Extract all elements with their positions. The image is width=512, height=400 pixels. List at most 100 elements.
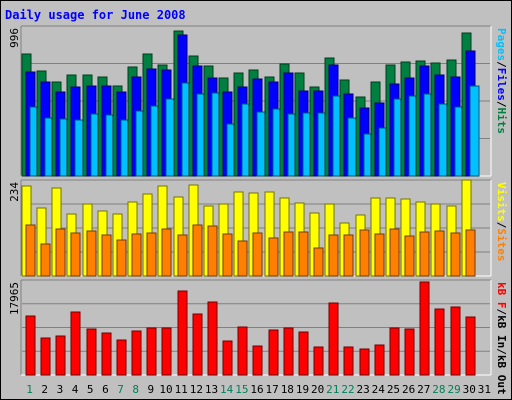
bar-kb-f xyxy=(161,327,172,376)
x-tick-label: 14 xyxy=(220,383,234,396)
x-tick-label: 18 xyxy=(281,383,294,396)
y-axis-label-part: Pages xyxy=(495,28,508,61)
bar-kb-f xyxy=(192,313,203,376)
x-tick-label: 19 xyxy=(296,383,309,396)
x-tick-label: 27 xyxy=(417,383,430,396)
x-tick-label: 13 xyxy=(205,383,218,396)
bar-sites xyxy=(313,247,324,277)
x-tick-label: 5 xyxy=(87,383,94,396)
panel-3: 17965 kB F/kB In/kB Out xyxy=(8,279,508,395)
bar-kb-f xyxy=(404,328,415,376)
bar-sites xyxy=(404,235,415,277)
bar-sites xyxy=(419,231,430,277)
bar-sites xyxy=(359,229,370,277)
y-axis-label: Pages/Files/Hits xyxy=(495,28,508,134)
bar-kb-f xyxy=(298,331,309,376)
bar-sites xyxy=(116,239,127,277)
x-tick-label: 29 xyxy=(447,383,460,396)
y-axis-label-part: / xyxy=(495,348,508,355)
bar-sites xyxy=(55,228,66,277)
bar-kb-f xyxy=(252,345,263,376)
bar-kb-f xyxy=(268,329,279,376)
bar-sites xyxy=(268,237,279,277)
bar-kb-f xyxy=(70,311,81,376)
x-tick-label: 15 xyxy=(235,383,248,396)
x-tick-label: 11 xyxy=(175,383,188,396)
x-tick-label: 26 xyxy=(402,383,415,396)
bar-sites xyxy=(40,243,51,277)
x-tick-label: 23 xyxy=(357,383,370,396)
bar-sites xyxy=(283,231,294,277)
x-tick-label: 28 xyxy=(432,383,445,396)
y-axis-label-part: kB Out xyxy=(495,355,508,395)
y-axis-label-part: kB F xyxy=(495,282,508,309)
bar-kb-f xyxy=(40,337,51,376)
bar-kb-f xyxy=(328,302,339,376)
bar-kb-f xyxy=(86,328,97,376)
bar-kb-f xyxy=(207,301,218,376)
x-tick-label: 16 xyxy=(250,383,263,396)
bar-kb-f xyxy=(131,330,142,376)
y-axis-label-part: / xyxy=(495,61,508,68)
chart-title: Daily usage for June 2008 xyxy=(5,8,186,22)
bar-sites xyxy=(101,234,112,277)
x-tick-label: 24 xyxy=(372,383,386,396)
x-tick-label: 10 xyxy=(159,383,172,396)
x-tick-label: 25 xyxy=(387,383,400,396)
x-tick-label: 3 xyxy=(57,383,64,396)
bar-kb-f xyxy=(374,344,385,376)
bar-pages xyxy=(469,85,480,177)
x-tick-label: 4 xyxy=(72,383,79,396)
bar-sites xyxy=(434,230,445,277)
bar-sites xyxy=(25,224,36,277)
y-axis-label-part: Hits xyxy=(495,108,508,135)
bar-kb-f xyxy=(313,346,324,376)
x-tick-label: 7 xyxy=(117,383,124,396)
bar-kb-f xyxy=(116,339,127,376)
x-axis-tick-labels: 1 2 3 4 5 6 7 8 9 10 11 12 13 14 15 16 17 18 19 20 21 22 23 24 2… xyxy=(26,383,491,396)
bar-sites xyxy=(298,231,309,277)
bar-kb-f xyxy=(450,306,461,376)
x-tick-label: 2 xyxy=(41,383,48,396)
x-tick-label: 31 xyxy=(478,383,491,396)
x-tick-label: 21 xyxy=(326,383,339,396)
bar-kb-f xyxy=(55,335,66,376)
bar-kb-f xyxy=(237,326,248,376)
bar-sites xyxy=(177,234,188,277)
bar-sites xyxy=(328,234,339,277)
x-tick-label: 8 xyxy=(132,383,139,396)
bar-sites xyxy=(252,232,263,277)
bar-kb-f xyxy=(25,315,36,376)
bar-sites xyxy=(237,240,248,277)
y-axis-label: kB F/kB In/kB Out xyxy=(495,282,508,395)
bar-sites xyxy=(374,233,385,277)
bar-kb-f xyxy=(283,327,294,376)
bar-sites xyxy=(207,225,218,277)
x-tick-label: 1 xyxy=(26,383,33,396)
y-axis-label-part: / xyxy=(495,222,508,229)
y-axis-label-part: Visits xyxy=(495,182,508,222)
bar-sites xyxy=(131,233,142,277)
y-tick-label: 17965 xyxy=(8,282,21,315)
y-axis-label-part: / xyxy=(495,101,508,108)
y-axis-label-part: kB In xyxy=(495,315,508,348)
bar-kb-f xyxy=(177,290,188,376)
panel-1: 996 Pages/Files/Hits xyxy=(8,25,508,177)
bar-kb-f xyxy=(146,327,157,376)
bar-kb-f xyxy=(465,316,476,376)
y-axis-label-part: Sites xyxy=(495,228,508,261)
bar-sites xyxy=(465,229,476,277)
bar-kb-f xyxy=(101,332,112,376)
x-tick-label: 20 xyxy=(311,383,324,396)
bar-sites xyxy=(222,233,233,277)
x-tick-label: 22 xyxy=(341,383,354,396)
y-axis-label-part: Files xyxy=(495,68,508,101)
x-tick-label: 6 xyxy=(102,383,109,396)
bar-kb-f xyxy=(359,348,370,376)
bar-sites xyxy=(389,228,400,277)
y-tick-label: 996 xyxy=(8,28,21,48)
y-axis-label-part: / xyxy=(495,309,508,316)
bar-sites xyxy=(146,232,157,277)
